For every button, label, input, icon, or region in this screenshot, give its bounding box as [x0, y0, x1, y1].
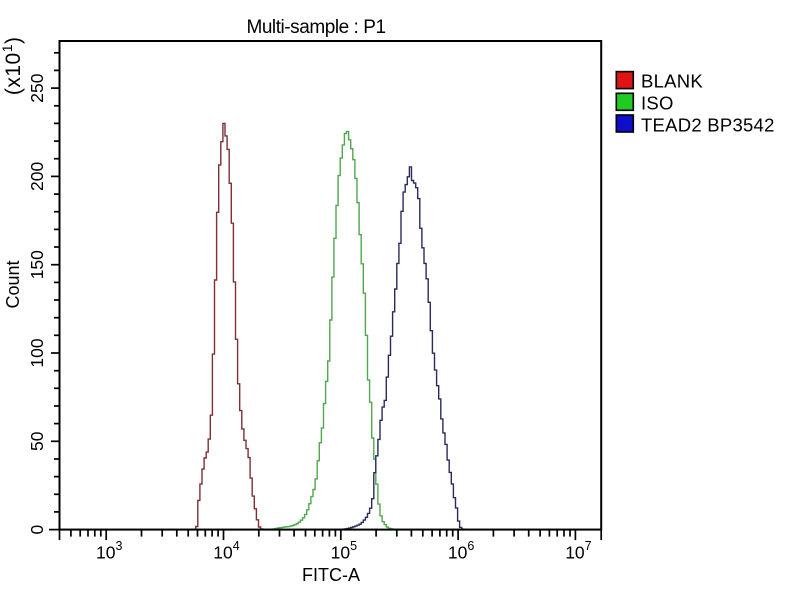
svg-text:50: 50: [27, 431, 47, 451]
svg-text:Count: Count: [3, 260, 23, 308]
svg-text:ISO: ISO: [641, 93, 674, 114]
svg-text:BLANK: BLANK: [641, 71, 703, 92]
svg-text:FITC-A: FITC-A: [302, 565, 360, 585]
svg-text:250: 250: [27, 73, 47, 102]
svg-text:100: 100: [27, 338, 47, 367]
svg-text:Multi-sample : P1: Multi-sample : P1: [246, 17, 385, 38]
svg-text:(x101): (x101): [0, 36, 25, 95]
svg-text:0: 0: [27, 524, 47, 534]
svg-text:TEAD2 BP3542: TEAD2 BP3542: [641, 115, 775, 136]
svg-text:150: 150: [27, 250, 47, 279]
svg-text:200: 200: [27, 162, 47, 191]
